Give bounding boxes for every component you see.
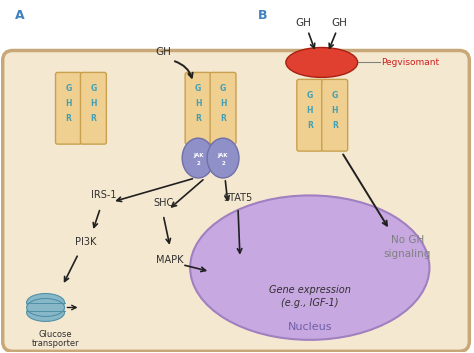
Text: MAPK: MAPK bbox=[156, 255, 184, 265]
Text: SHC: SHC bbox=[153, 198, 173, 208]
Text: H: H bbox=[331, 106, 338, 115]
Text: R: R bbox=[307, 121, 313, 130]
Text: Nucleus: Nucleus bbox=[288, 322, 332, 333]
Text: GH: GH bbox=[332, 18, 347, 28]
Text: STAT5: STAT5 bbox=[223, 193, 253, 203]
Text: B: B bbox=[258, 8, 267, 22]
Text: R: R bbox=[220, 114, 226, 123]
Ellipse shape bbox=[207, 138, 239, 178]
FancyBboxPatch shape bbox=[297, 79, 323, 151]
Text: R: R bbox=[332, 121, 337, 130]
Text: Pegvisomant: Pegvisomant bbox=[382, 58, 440, 67]
Text: G: G bbox=[220, 84, 226, 93]
Text: A: A bbox=[15, 8, 24, 22]
Text: H: H bbox=[195, 99, 201, 108]
Text: JAK: JAK bbox=[218, 152, 228, 157]
Text: GH: GH bbox=[155, 48, 171, 58]
FancyBboxPatch shape bbox=[3, 50, 469, 351]
Ellipse shape bbox=[190, 196, 429, 340]
Ellipse shape bbox=[27, 304, 64, 322]
Text: H: H bbox=[307, 106, 313, 115]
Text: JAK: JAK bbox=[193, 152, 203, 157]
Ellipse shape bbox=[27, 294, 64, 311]
Text: PI3K: PI3K bbox=[75, 237, 96, 247]
Text: 2: 2 bbox=[221, 161, 225, 166]
Text: R: R bbox=[195, 114, 201, 123]
Text: H: H bbox=[220, 99, 226, 108]
Ellipse shape bbox=[182, 138, 214, 178]
Text: R: R bbox=[65, 114, 72, 123]
Text: G: G bbox=[332, 91, 338, 100]
Text: IRS-1: IRS-1 bbox=[91, 190, 116, 200]
Text: GH: GH bbox=[296, 18, 312, 28]
Text: G: G bbox=[65, 84, 72, 93]
Text: G: G bbox=[90, 84, 97, 93]
Text: (e.g., IGF-1): (e.g., IGF-1) bbox=[281, 298, 338, 307]
Text: H: H bbox=[65, 99, 72, 108]
Text: No GH: No GH bbox=[391, 235, 424, 245]
Text: G: G bbox=[307, 91, 313, 100]
Text: G: G bbox=[195, 84, 201, 93]
Ellipse shape bbox=[286, 48, 358, 77]
FancyBboxPatch shape bbox=[322, 79, 347, 151]
Text: transporter: transporter bbox=[32, 339, 79, 348]
Text: signaling: signaling bbox=[384, 249, 431, 259]
Text: Glucose: Glucose bbox=[39, 330, 73, 339]
FancyBboxPatch shape bbox=[210, 72, 236, 144]
FancyBboxPatch shape bbox=[185, 72, 211, 144]
FancyBboxPatch shape bbox=[81, 72, 106, 144]
FancyBboxPatch shape bbox=[55, 72, 82, 144]
Text: H: H bbox=[90, 99, 97, 108]
Text: 2: 2 bbox=[196, 161, 200, 166]
Ellipse shape bbox=[27, 299, 64, 316]
Text: Gene expression: Gene expression bbox=[269, 285, 351, 294]
Text: R: R bbox=[91, 114, 96, 123]
